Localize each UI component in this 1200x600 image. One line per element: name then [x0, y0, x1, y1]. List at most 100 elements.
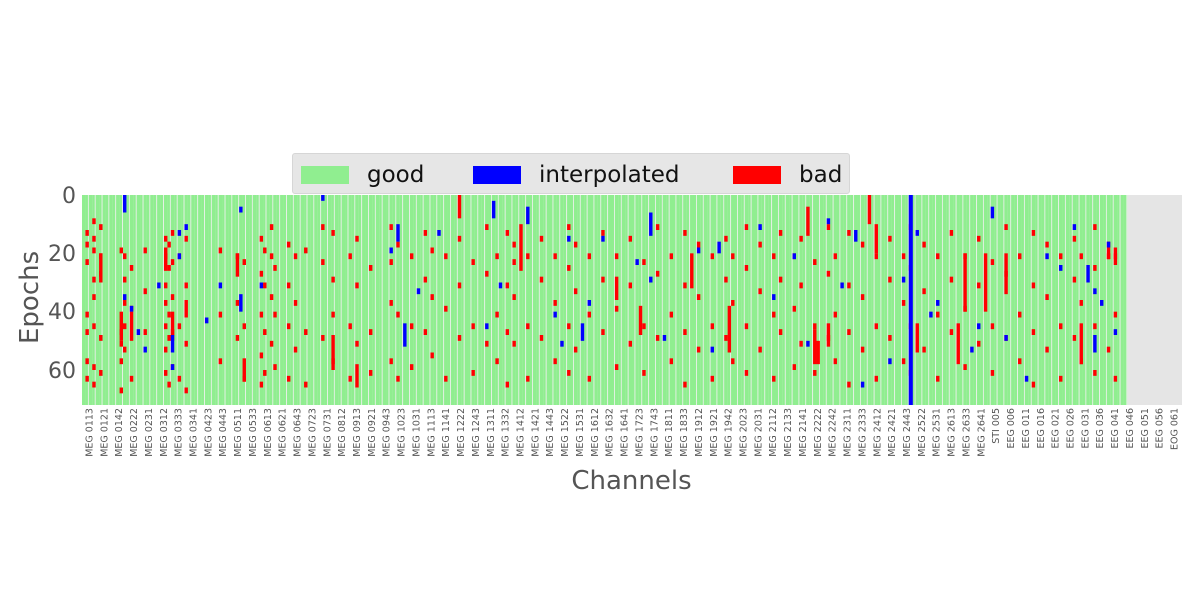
column-gap [743, 195, 745, 405]
good-channel-column [573, 195, 578, 405]
bad-cell [85, 329, 89, 335]
good-channel-column [929, 195, 933, 405]
good-channel-column [334, 195, 339, 405]
good-channel-column [679, 195, 684, 405]
bad-cell [683, 282, 687, 289]
column-gap [327, 195, 328, 405]
good-channel-column [867, 195, 872, 405]
column-gap [880, 195, 882, 405]
good-channel-column [126, 195, 130, 405]
interpolated-cell [1072, 224, 1077, 230]
bad-cell [990, 370, 995, 376]
column-gap [484, 195, 486, 405]
y-tick-label: 20 [48, 242, 76, 267]
good-channel-column [1072, 195, 1077, 405]
good-channel-column [785, 195, 790, 405]
x-tick-label: MEG 2112 [768, 408, 779, 457]
good-channel-column [109, 195, 113, 405]
good-channel-column [450, 195, 455, 405]
column-gap [1023, 195, 1025, 405]
bad-cell [163, 370, 168, 376]
legend-swatch-interpolated [473, 165, 521, 184]
good-channel-column [129, 195, 134, 405]
x-tick-label: MEG 1632 [605, 408, 616, 457]
x-tick-label: MEG 0423 [203, 408, 214, 457]
x-tick-label: MEG 1031 [411, 408, 422, 457]
column-gap [716, 195, 718, 405]
bad-run [983, 253, 988, 312]
good-channel-column [1024, 195, 1029, 405]
interpolated-channel-column [908, 195, 913, 405]
bad-cell [772, 253, 776, 260]
x-tick-label: MEG 0731 [322, 408, 333, 457]
good-channel-column [789, 195, 793, 405]
bad-cell [304, 381, 308, 388]
bad-cell [642, 370, 646, 376]
good-channel-column [884, 195, 889, 405]
x-tick-label: MEG 0943 [382, 408, 393, 457]
bad-cell [977, 235, 981, 242]
bad-run [727, 305, 732, 353]
bad-cell [847, 282, 851, 289]
bad-cell [143, 247, 147, 254]
column-gap [1037, 195, 1039, 405]
good-channel-column [1065, 195, 1070, 405]
bad-cell [170, 259, 175, 265]
interpolated-cell [649, 276, 653, 283]
good-channel-column [939, 195, 943, 405]
column-gap [696, 195, 697, 405]
good-channel-column [488, 195, 492, 405]
good-channel-column [372, 195, 376, 405]
good-channel-column [915, 195, 919, 405]
good-channel-column [594, 195, 598, 405]
good-channel-column [245, 195, 250, 405]
column-gap [504, 195, 506, 405]
bad-cell [567, 224, 571, 230]
bad-cell [901, 253, 906, 260]
column-gap [1105, 195, 1107, 405]
bad-cell [273, 265, 277, 271]
x-tick-label: MEG 0443 [218, 408, 229, 457]
column-gap [286, 195, 287, 405]
good-channel-column [632, 195, 636, 405]
good-channel-column [396, 195, 400, 405]
good-channel-column [833, 195, 837, 405]
bad-cell [614, 305, 619, 312]
bad-cell [826, 224, 831, 230]
bad-run [806, 206, 810, 236]
bad-cell [355, 340, 359, 347]
bad-cell [170, 230, 175, 236]
interpolated-cell [218, 282, 223, 289]
bad-cell [874, 323, 878, 330]
bad-cell [423, 276, 428, 283]
legend: good interpolated bad [292, 153, 850, 194]
bad-cell [331, 276, 335, 283]
bad-cell [505, 329, 510, 335]
good-channel-column [744, 195, 749, 405]
column-gap [1119, 195, 1121, 405]
bad-cell [731, 300, 735, 306]
good-channel-column [310, 195, 315, 405]
bad-cell [389, 259, 393, 265]
good-channel-column [864, 195, 868, 405]
bad-run [457, 195, 462, 219]
bad-cell [587, 311, 592, 318]
column-gap [1051, 195, 1053, 405]
bad-cell [1059, 375, 1063, 382]
good-channel-column [331, 195, 335, 405]
bad-cell [286, 375, 291, 382]
interpolated-cell [143, 346, 147, 353]
column-gap [409, 195, 410, 405]
interpolated-cell [1024, 375, 1029, 382]
good-channel-column [461, 195, 465, 405]
bad-cell [1059, 253, 1063, 260]
bad-cell [143, 329, 147, 335]
good-channel-column [194, 195, 199, 405]
good-channel-column [539, 195, 544, 405]
column-gap [675, 195, 677, 405]
good-channel-column [649, 195, 653, 405]
bad-cell [744, 370, 749, 376]
good-channel-column [327, 195, 332, 405]
bad-cell [526, 323, 530, 330]
good-channel-column [966, 195, 971, 405]
